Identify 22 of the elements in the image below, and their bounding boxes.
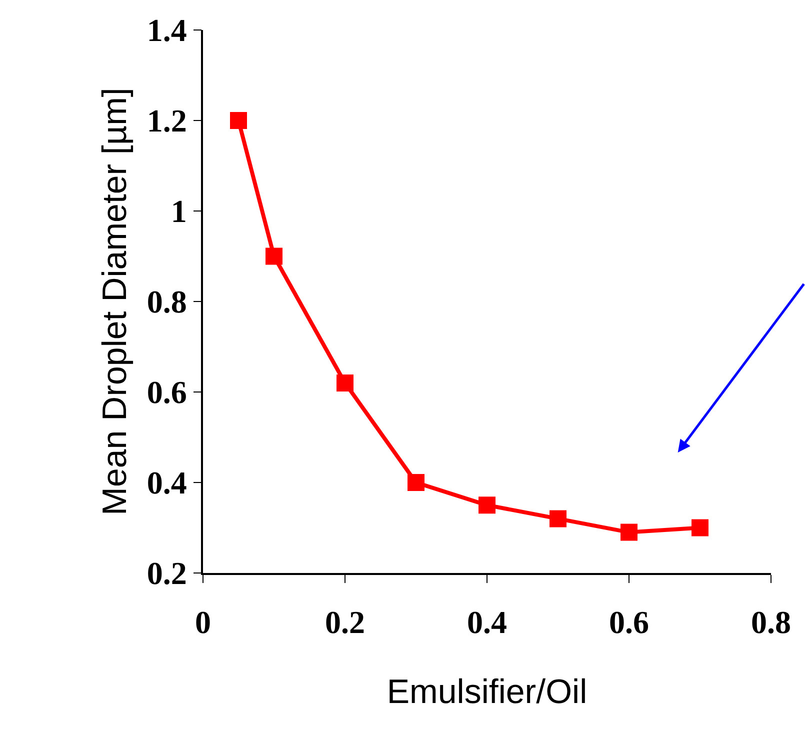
- point: [230, 112, 247, 129]
- point: [266, 248, 282, 265]
- y-axis-title: Mean Droplet Diameter [µm]: [96, 88, 134, 516]
- x-tick-label: 0.2: [325, 604, 365, 640]
- y-tick-label: 1.4: [146, 12, 187, 48]
- point: [550, 510, 566, 528]
- point: [692, 519, 708, 536]
- y-tick-label: 0.6: [146, 374, 187, 410]
- x-tick-label: 0.6: [609, 604, 649, 640]
- y-tick-label: 0.4: [146, 464, 187, 501]
- y-tick-label: 0.2: [146, 555, 187, 592]
- x-tick-label: 0: [195, 604, 211, 640]
- y-tick-label: 1.2: [146, 102, 187, 139]
- y-tick-label: 0.8: [146, 284, 187, 320]
- point: [408, 474, 424, 491]
- x-axis-title: Emulsifier/Oil: [386, 672, 588, 711]
- point: [336, 374, 354, 392]
- y-tick-label: 1: [170, 193, 187, 230]
- x-tick-label: 0.8: [751, 604, 791, 640]
- x-tick-label: 0.4: [467, 604, 507, 640]
- point: [478, 496, 496, 514]
- point: [620, 524, 638, 541]
